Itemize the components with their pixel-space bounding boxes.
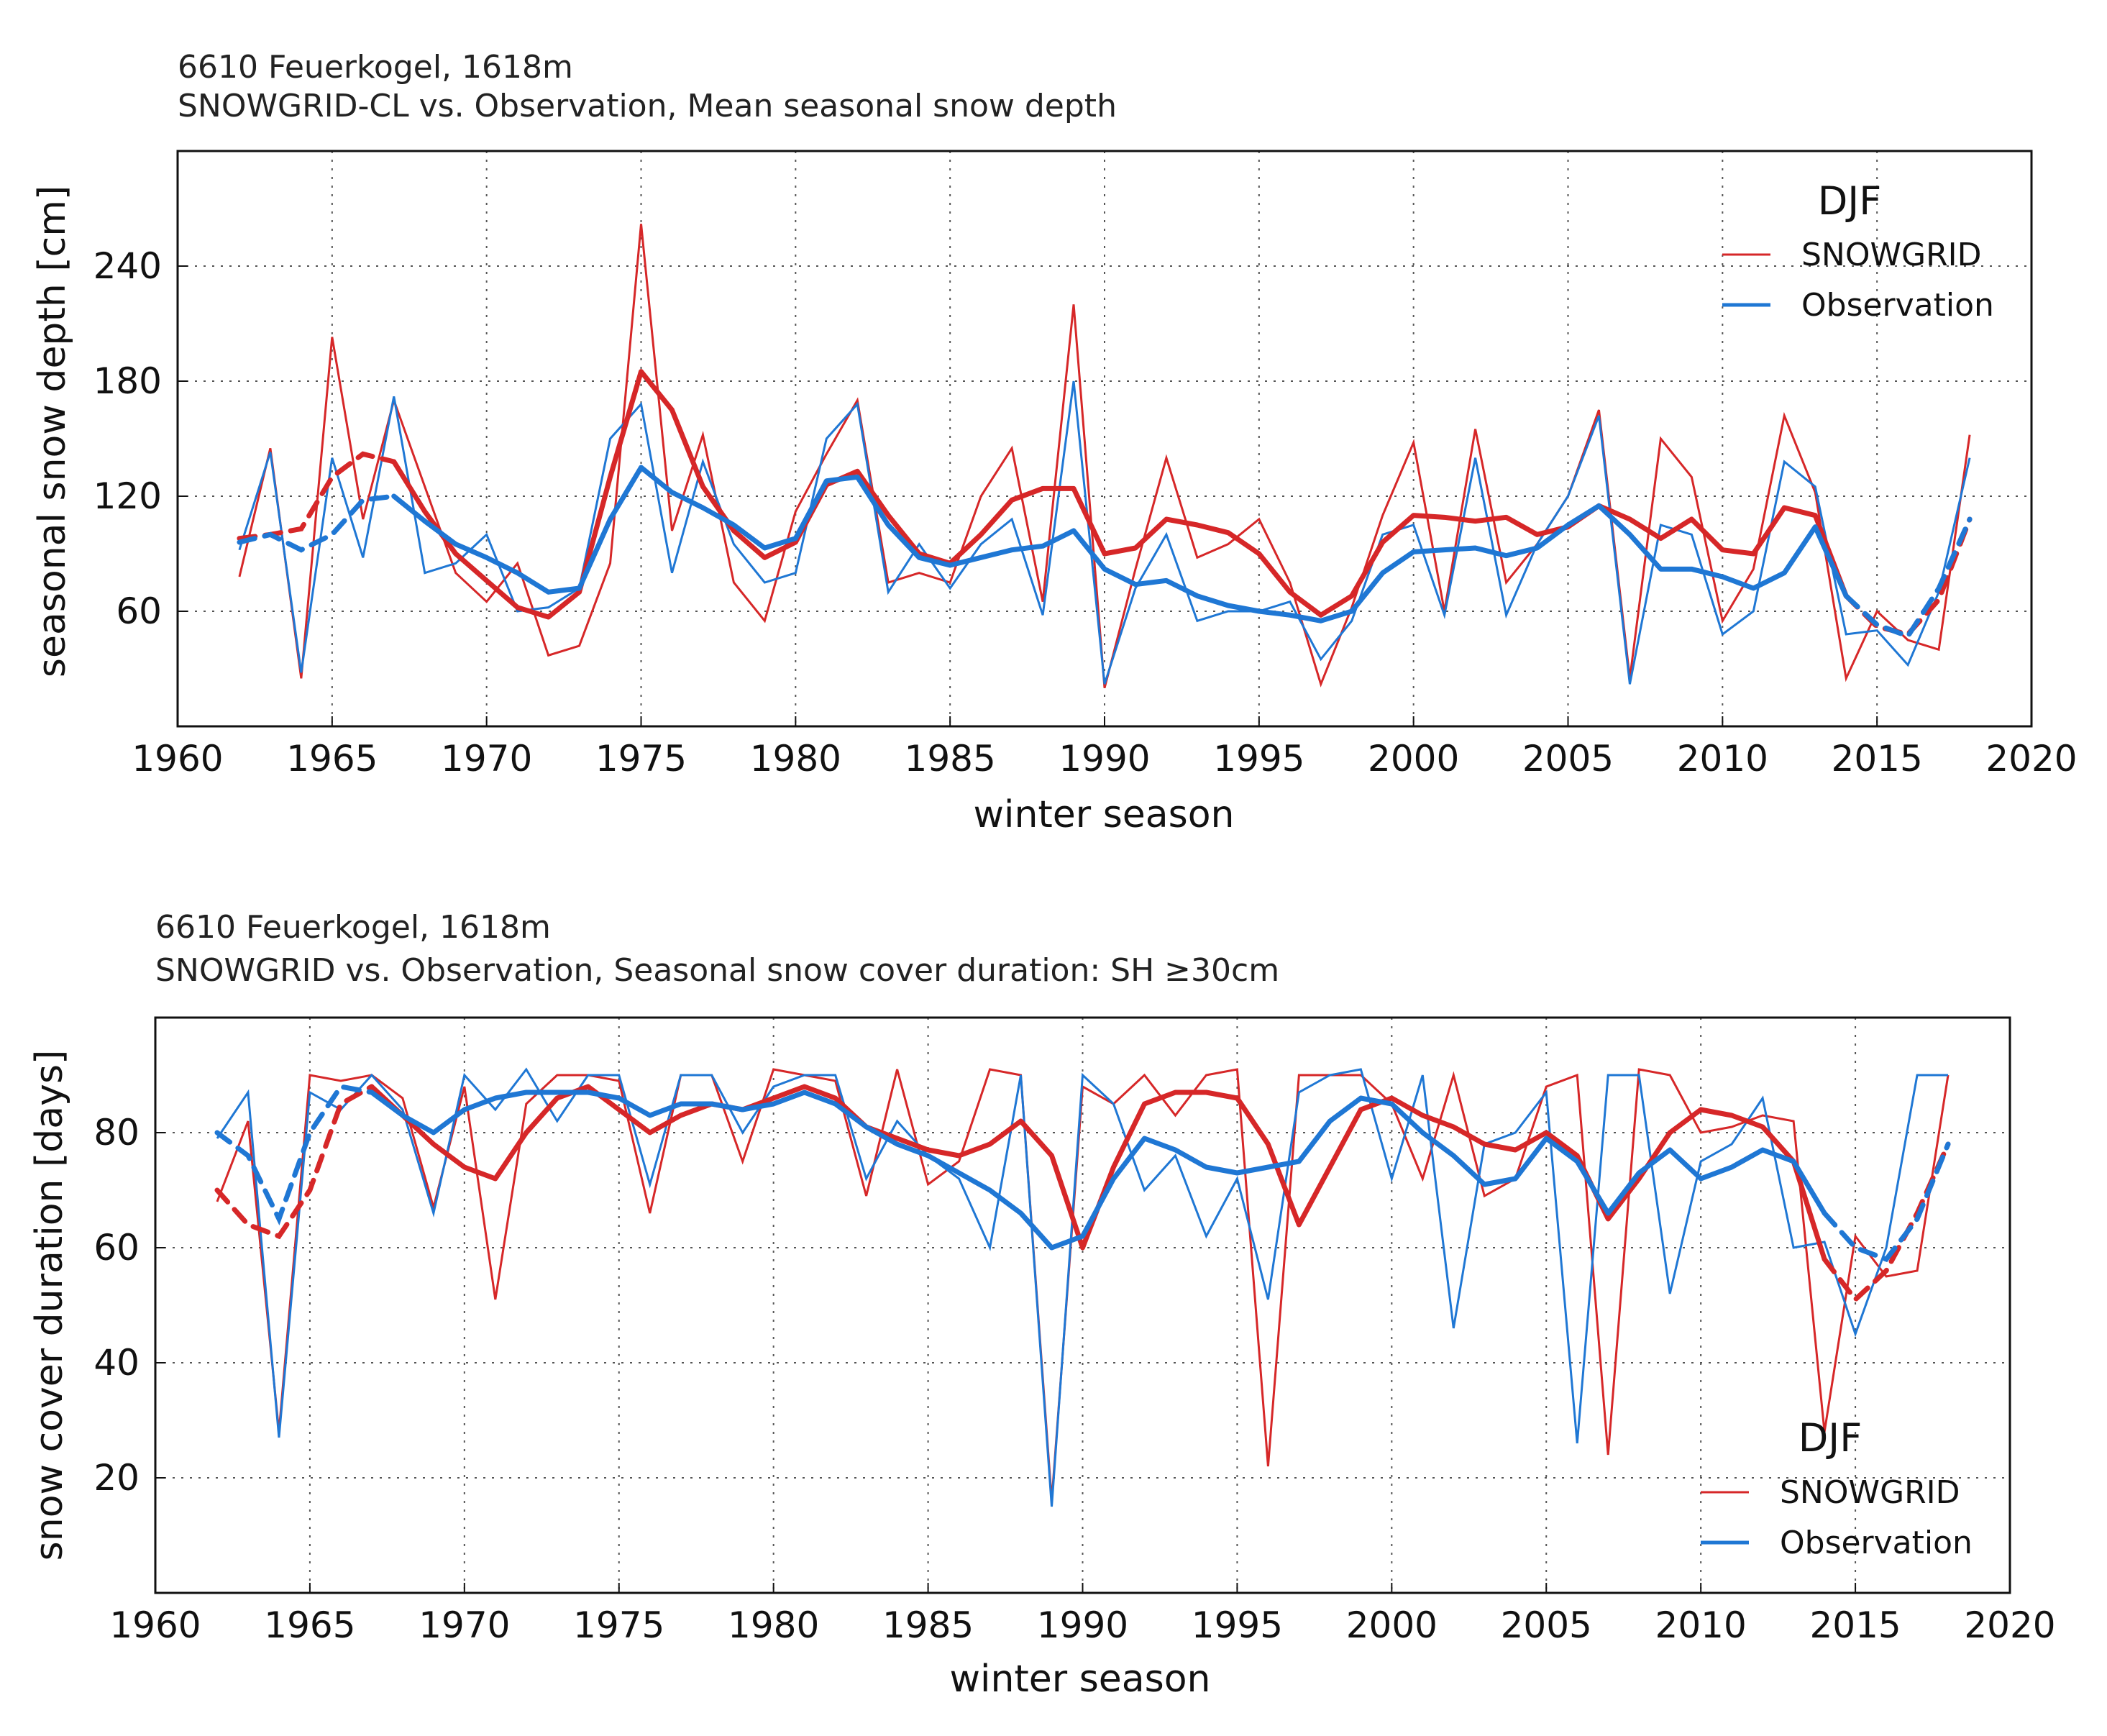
chart-subtitle: SNOWGRID-CL vs. Observation, Mean season…: [178, 88, 1117, 124]
x-tick-label: 1990: [1037, 1604, 1128, 1646]
x-tick-label: 1975: [573, 1604, 664, 1646]
x-tick-label: 2015: [1832, 738, 1923, 780]
series-line-observation-smoothed-start: [214, 1084, 375, 1225]
snow-depth-chart: 6610 Feuerkogel, 1618m SNOWGRID-CL vs. O…: [31, 49, 2078, 836]
x-tick-label: 2005: [1522, 738, 1614, 780]
x-tick-label: 2015: [1809, 1604, 1901, 1646]
legend: DJF SNOWGRID Observation: [1701, 1415, 1973, 1561]
chart-subtitle: SNOWGRID vs. Observation, Seasonal snow …: [155, 952, 1279, 989]
x-tick-label: 1995: [1213, 738, 1304, 780]
y-tick-label: 80: [93, 1112, 140, 1153]
x-tick-label: 2010: [1677, 738, 1768, 780]
y-tick-label: 240: [93, 245, 162, 287]
x-tick-label: 1970: [419, 1604, 510, 1646]
y-tick-label: 60: [116, 590, 162, 632]
series-line-observation-smoothed-end: [1843, 516, 1973, 639]
legend-label-observation: Observation: [1780, 1525, 1973, 1561]
x-tick-label: 1975: [595, 738, 687, 780]
chart-title: 6610 Feuerkogel, 1618m: [155, 909, 551, 946]
data-series: [237, 224, 1973, 689]
chart-title: 6610 Feuerkogel, 1618m: [178, 49, 573, 86]
x-tick-label: 1985: [882, 1604, 974, 1646]
x-tick-label: 1990: [1059, 738, 1150, 780]
legend-label-snowgrid: SNOWGRID: [1801, 237, 1982, 273]
legend-label-observation: Observation: [1801, 287, 1994, 324]
snow-cover-duration-chart: 6610 Feuerkogel, 1618m SNOWGRID vs. Obse…: [28, 909, 2056, 1701]
y-tick-label: 120: [93, 475, 162, 517]
x-tick-label: 2010: [1655, 1604, 1747, 1646]
x-axis-label: winter season: [949, 1658, 1210, 1701]
x-tick-labels: 1960 1965 1970 1975 1980 1985 1990 1995 2000 2005…: [132, 716, 2078, 780]
y-tick-label: 180: [93, 360, 162, 402]
y-tick-label: 40: [93, 1342, 140, 1384]
x-tick-label: 2000: [1368, 738, 1459, 780]
legend: DJF SNOWGRID Observation: [1722, 178, 1994, 324]
data-series: [214, 1067, 1951, 1507]
series-line-observation-smoothed-end: [1822, 1141, 1951, 1263]
y-tick-labels: 20 40 60 80: [93, 1112, 165, 1499]
y-tick-label: 20: [93, 1457, 140, 1499]
series-line-snowgrid: [238, 224, 1971, 689]
x-tick-label: 1960: [132, 738, 223, 780]
x-tick-label: 1980: [750, 738, 841, 780]
series-line-observation-smoothed: [391, 465, 1849, 623]
x-tick-label: 2000: [1346, 1604, 1438, 1646]
x-tick-label: 1965: [264, 1604, 355, 1646]
x-tick-label: 1970: [441, 738, 532, 780]
x-tick-labels: 1960 1965 1970 1975 1980 1985 1990 1995 2000 2005…: [109, 1583, 2056, 1646]
legend-label-snowgrid: SNOWGRID: [1780, 1474, 1960, 1511]
x-tick-label: 1980: [728, 1604, 819, 1646]
legend-title: DJF: [1799, 1415, 1863, 1461]
x-axis-label: winter season: [973, 793, 1234, 836]
legend-title: DJF: [1818, 178, 1882, 224]
y-axis-label: seasonal snow depth [cm]: [31, 186, 74, 677]
y-tick-label: 60: [93, 1227, 140, 1269]
y-tick-labels: 60 120 180 240: [93, 245, 188, 632]
x-tick-label: 2005: [1501, 1604, 1592, 1646]
series-line-snowgrid-smoothed-start: [214, 1084, 375, 1240]
x-tick-label: 1995: [1192, 1604, 1283, 1646]
x-tick-label: 1965: [286, 738, 378, 780]
grid-lines: [178, 151, 2031, 726]
x-tick-label: 2020: [1964, 1604, 2055, 1646]
y-axis-label: snow cover duration [days]: [28, 1050, 71, 1561]
series-line-observation-smoothed: [369, 1089, 1827, 1251]
series-line-observation-smoothed-start: [237, 493, 397, 553]
x-tick-label: 2020: [1985, 738, 2077, 780]
x-tick-label: 1985: [905, 738, 996, 780]
x-tick-label: 1960: [109, 1604, 201, 1646]
